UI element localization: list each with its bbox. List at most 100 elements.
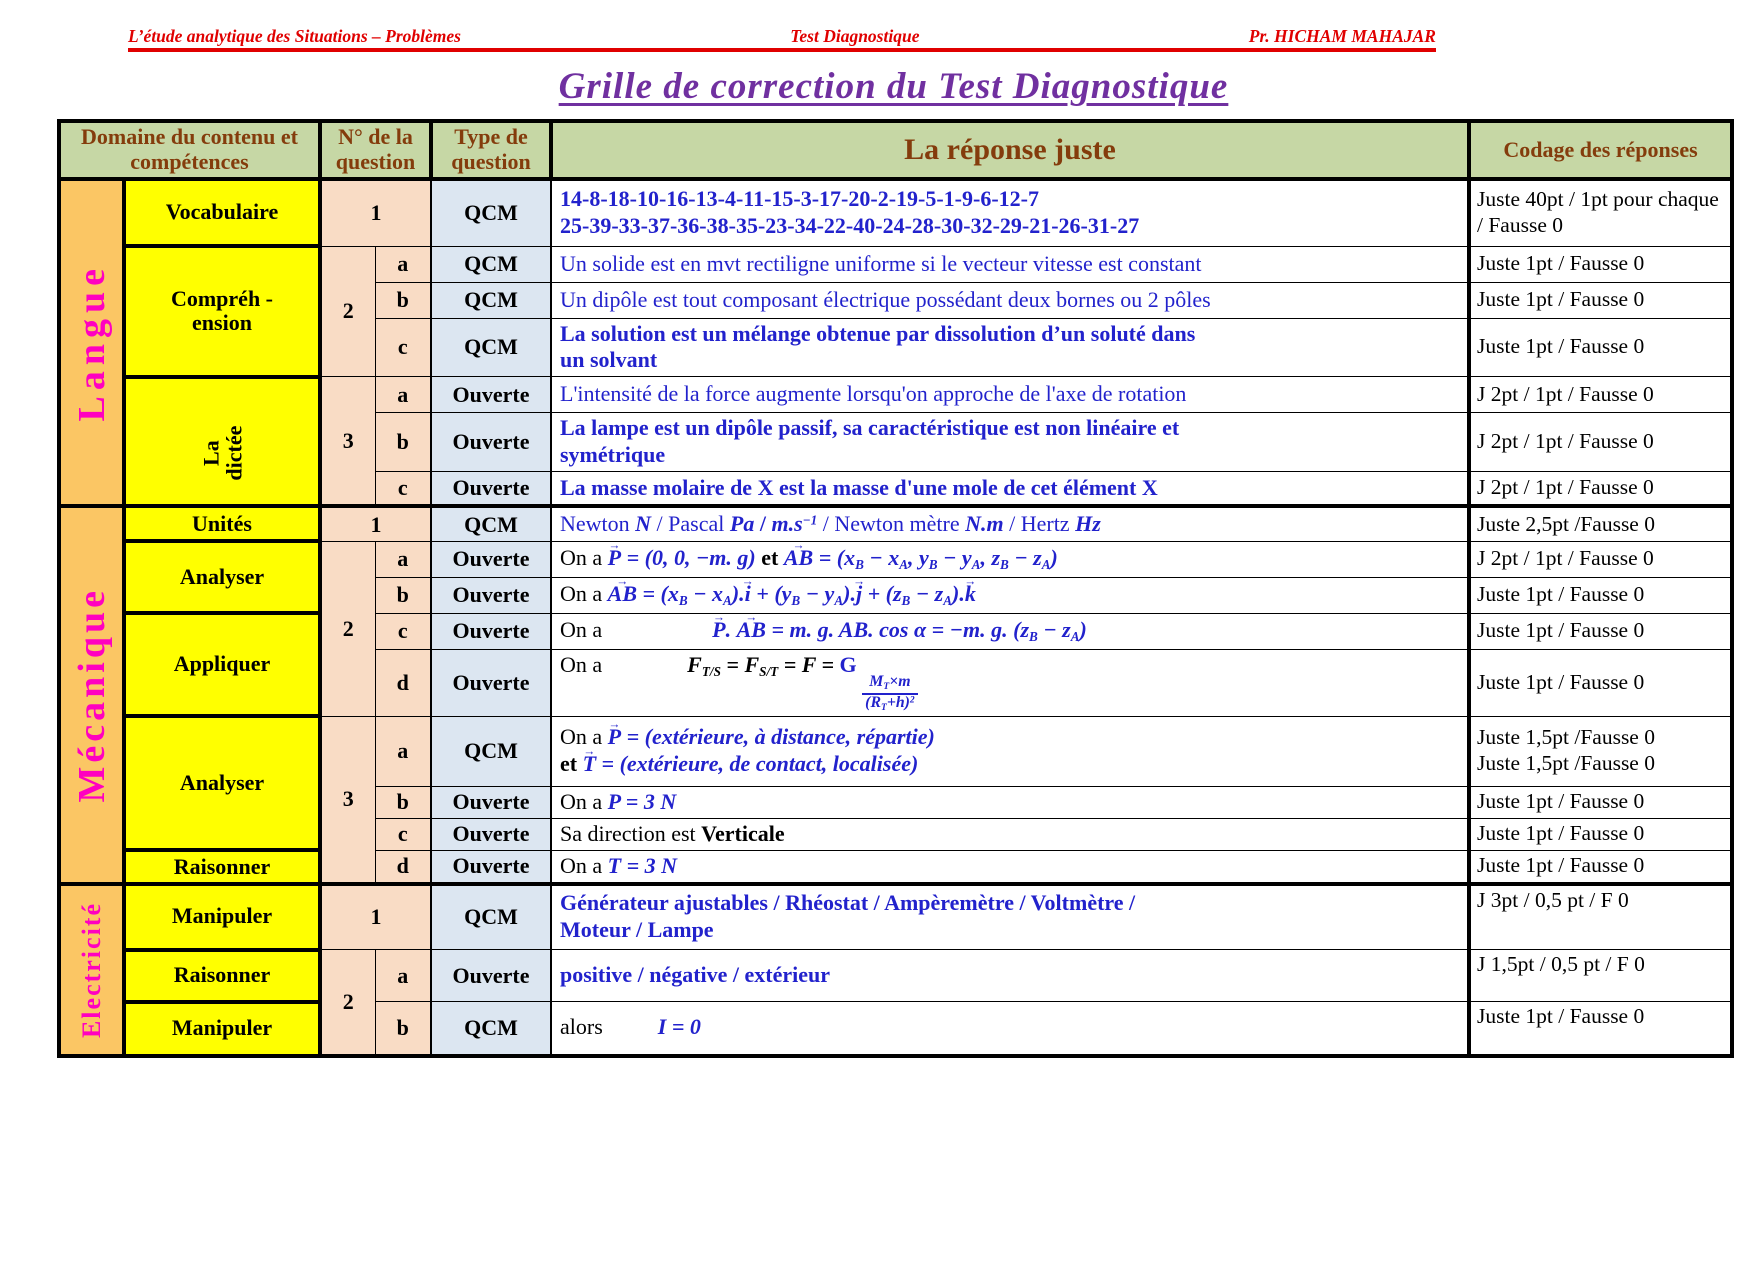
- question-type-cell: QCM: [430, 178, 552, 247]
- header-left-text: L’étude analytique des Situations – Prob…: [128, 26, 461, 46]
- question-type-cell: Ouverte: [430, 648, 552, 717]
- question-type-cell: Ouverte: [430, 817, 552, 851]
- question-number-cell: 1: [318, 504, 432, 542]
- question-type-cell: QCM: [430, 1001, 552, 1057]
- question-type-cell: Ouverte: [430, 412, 552, 472]
- answer-cell: La solution est un mélange obtenue par d…: [550, 317, 1470, 378]
- answer-cell: alors I = 0: [550, 1001, 1470, 1057]
- col-header-answer: La réponse juste: [549, 119, 1471, 181]
- domain-label: Mécanique: [70, 587, 113, 803]
- table-row: Raisonner d Ouverte On a T = 3 N Juste 1…: [59, 848, 1733, 886]
- coding-cell: J 2pt / 1pt / Fausse 0: [1467, 540, 1733, 578]
- question-number-cell: 1: [318, 881, 432, 951]
- coding-cell: Juste 1pt / Fausse 0: [1467, 1001, 1733, 1057]
- question-type-cell: QCM: [430, 504, 552, 542]
- answer-cell: On aP. AB = m. g. AB. cos α = −m. g. (zB…: [550, 612, 1470, 650]
- competency-cell: Compréh - ension: [122, 244, 322, 379]
- col-header-domain: Domaine du contenu et compétences: [57, 119, 322, 181]
- coding-cell: Juste 1,5pt /Fausse 0 Juste 1,5pt /Fauss…: [1467, 715, 1733, 787]
- coding-cell: J 1,5pt / 0,5 pt / F 0: [1467, 949, 1733, 1003]
- question-letter-cell: b: [374, 576, 432, 614]
- answer-cell: Un dipôle est tout composant électrique …: [550, 281, 1470, 319]
- table-row: La dictée 3 a Ouverte L'intensité de la …: [59, 374, 1733, 509]
- question-type-cell: Ouverte: [430, 376, 552, 414]
- answer-cell: Newton N / Pascal Pa / m.s−1 / Newton mè…: [550, 504, 1470, 542]
- competency-cell: Vocabulaire: [122, 177, 322, 248]
- domain-label: Langue: [70, 263, 113, 422]
- competency-cell: Raisonner: [122, 947, 322, 1004]
- col-header-question-type: Type de question: [429, 119, 553, 181]
- question-type-cell: Ouverte: [430, 576, 552, 614]
- question-type-cell: Ouverte: [430, 849, 552, 885]
- coding-cell: Juste 2,5pt /Fausse 0: [1467, 504, 1733, 542]
- question-number-cell: 2: [318, 245, 376, 378]
- question-type-cell: Ouverte: [430, 470, 552, 507]
- competency-cell: Appliquer: [122, 611, 322, 719]
- competency-cell: Unités: [122, 504, 322, 544]
- competency-cell: La dictée: [122, 374, 322, 509]
- table-row: Mécanique Unités 1 QCM Newton N / Pascal…: [57, 504, 1733, 886]
- table-row: b Ouverte On a P = 3 N Juste 1pt / Fauss…: [59, 785, 1733, 819]
- coding-cell: Juste 1pt / Fausse 0: [1467, 576, 1733, 614]
- domain-cell-mecanique: Mécanique: [57, 504, 126, 886]
- competency-cell: Analyser: [122, 539, 322, 616]
- question-letter-cell: a: [374, 245, 432, 283]
- question-type-cell: QCM: [430, 881, 552, 951]
- answer-cell: On a T = 3 N: [550, 849, 1470, 885]
- question-number-cell: 3: [318, 376, 376, 507]
- coding-cell: J 2pt / 1pt / Fausse 0: [1467, 412, 1733, 472]
- competency-cell: Manipuler: [122, 999, 322, 1058]
- coding-cell: Juste 1pt / Fausse 0: [1467, 612, 1733, 650]
- header-center-text: Test Diagnostique: [790, 26, 920, 46]
- question-type-cell: Ouverte: [430, 785, 552, 819]
- answer-cell: Sa direction est Verticale: [550, 817, 1470, 851]
- question-letter-cell: d: [374, 849, 432, 885]
- coding-cell: Juste 1pt / Fausse 0: [1467, 849, 1733, 885]
- question-number-cell: 3: [318, 715, 376, 885]
- question-letter-cell: a: [374, 715, 432, 787]
- question-letter-cell: c: [374, 317, 432, 378]
- coding-cell: J 2pt / 1pt / Fausse 0: [1467, 376, 1733, 414]
- answer-cell: L'intensité de la force augmente lorsqu'…: [550, 376, 1470, 414]
- table-row: c QCM La solution est un mélange obtenue…: [59, 317, 1733, 378]
- table-row: b Ouverte On a AB = (xB − xA).i + (yB − …: [59, 576, 1733, 614]
- question-letter-cell: c: [374, 470, 432, 507]
- question-letter-cell: b: [374, 1001, 432, 1057]
- question-letter-cell: a: [374, 540, 432, 578]
- table-row: b QCM Un dipôle est tout composant élect…: [59, 281, 1733, 319]
- coding-cell: Juste 1pt / Fausse 0: [1467, 281, 1733, 319]
- question-letter-cell: c: [374, 817, 432, 851]
- answer-cell: On a P = (extérieure, à distance, répart…: [550, 715, 1470, 787]
- domain-label: Electricité: [76, 901, 106, 1038]
- question-letter-cell: d: [374, 648, 432, 717]
- table-row: c Ouverte Sa direction est Verticale Jus…: [59, 817, 1733, 851]
- question-type-cell: QCM: [430, 317, 552, 378]
- answer-cell: La masse molaire de X est la masse d'une…: [550, 470, 1470, 507]
- coding-cell: Juste 1pt / Fausse 0: [1467, 648, 1733, 717]
- table-row: Manipuler b QCM alors I = 0 Juste 1pt / F…: [59, 999, 1733, 1058]
- coding-cell: Juste 1pt / Fausse 0: [1467, 245, 1733, 283]
- question-number-cell: 1: [318, 178, 432, 247]
- table-row: Raisonner 2 a Ouverte positive / négativ…: [59, 947, 1733, 1057]
- question-type-cell: Ouverte: [430, 949, 552, 1003]
- table-row: b Ouverte La lampe est un dipôle passif,…: [59, 412, 1733, 472]
- question-letter-cell: a: [374, 949, 432, 1003]
- answer-cell: La lampe est un dipôle passif, sa caract…: [550, 412, 1470, 472]
- col-header-coding: Codage des réponses: [1467, 119, 1734, 181]
- question-letter-cell: c: [374, 612, 432, 650]
- coding-cell: J 3pt / 0,5 pt / F 0: [1467, 881, 1733, 951]
- question-type-cell: Ouverte: [430, 612, 552, 650]
- table-header-row: Domaine du contenu et compétences N° de …: [57, 119, 1734, 181]
- question-letter-cell: a: [374, 376, 432, 414]
- col-header-question-number: N° de la question: [318, 119, 433, 181]
- competency-cell: Manipuler: [122, 881, 322, 952]
- coding-cell: J 2pt / 1pt / Fausse 0: [1467, 470, 1733, 507]
- question-letter-cell: b: [374, 281, 432, 319]
- question-type-cell: QCM: [430, 281, 552, 319]
- table-row: Compréh - ension 2 a QCM Un solide est e…: [59, 244, 1733, 379]
- coding-cell: Juste 40pt / 1pt pour chaque / Fausse 0: [1467, 178, 1733, 247]
- question-number-cell: 2: [318, 540, 376, 717]
- answer-cell: 14-8-18-10-16-13-4-11-15-3-17-20-2-19-5-…: [550, 178, 1470, 247]
- document-page: { "page_header": { "left": "L’étude anal…: [0, 26, 1754, 1266]
- question-number-cell: 2: [318, 949, 376, 1057]
